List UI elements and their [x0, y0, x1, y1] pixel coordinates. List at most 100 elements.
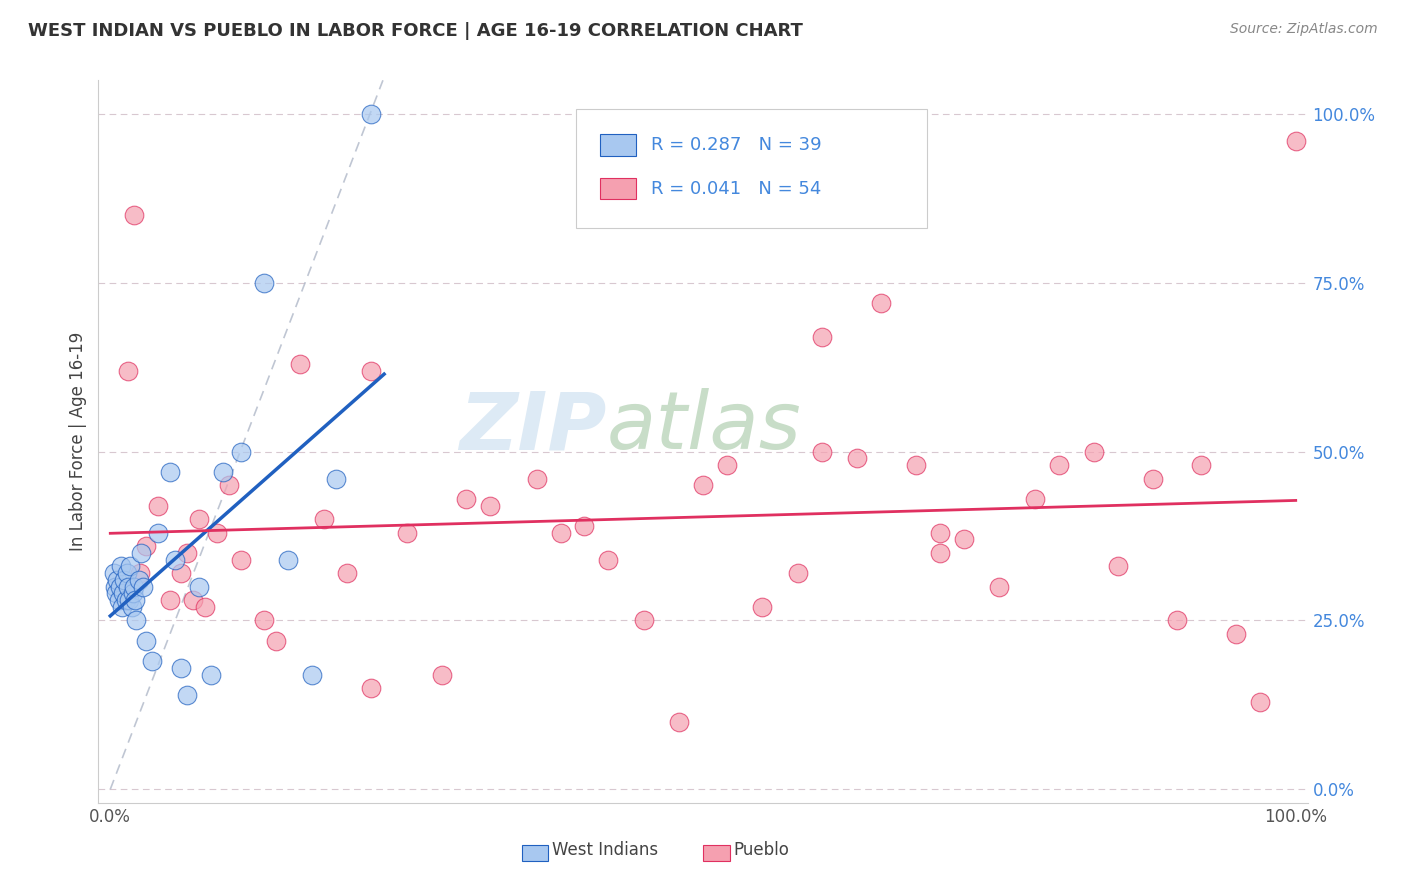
- Point: [1249, 694, 1271, 708]
- Point: [110, 559, 132, 574]
- Point: [1142, 472, 1164, 486]
- Point: [124, 593, 146, 607]
- Text: WEST INDIAN VS PUEBLO IN LABOR FORCE | AGE 16-19 CORRELATION CHART: WEST INDIAN VS PUEBLO IN LABOR FORCE | A…: [28, 22, 803, 40]
- FancyBboxPatch shape: [703, 845, 730, 861]
- Point: [253, 276, 276, 290]
- Point: [432, 667, 454, 681]
- Point: [165, 552, 187, 566]
- Point: [121, 599, 143, 614]
- Point: [200, 667, 222, 681]
- Point: [141, 654, 163, 668]
- Point: [117, 580, 139, 594]
- Point: [395, 525, 418, 540]
- Point: [988, 580, 1011, 594]
- Point: [176, 688, 198, 702]
- Point: [869, 296, 891, 310]
- Point: [1189, 458, 1212, 472]
- Point: [105, 586, 128, 600]
- Point: [633, 614, 655, 628]
- Point: [1083, 444, 1105, 458]
- Point: [526, 472, 548, 486]
- Point: [810, 444, 832, 458]
- Point: [929, 546, 952, 560]
- Point: [751, 599, 773, 614]
- Point: [360, 681, 382, 695]
- Point: [1047, 458, 1070, 472]
- Point: [810, 330, 832, 344]
- Point: [264, 633, 287, 648]
- Point: [952, 533, 974, 547]
- Point: [103, 566, 125, 581]
- Point: [550, 525, 572, 540]
- Point: [108, 580, 131, 594]
- Point: [122, 208, 145, 222]
- Point: [132, 580, 155, 594]
- Point: [118, 593, 141, 607]
- Point: [218, 478, 240, 492]
- Point: [146, 499, 169, 513]
- Point: [121, 586, 143, 600]
- Point: [170, 661, 193, 675]
- Point: [668, 714, 690, 729]
- Point: [905, 458, 928, 472]
- Text: atlas: atlas: [606, 388, 801, 467]
- Point: [107, 593, 129, 607]
- Text: Source: ZipAtlas.com: Source: ZipAtlas.com: [1230, 22, 1378, 37]
- Point: [1166, 614, 1188, 628]
- Point: [277, 552, 299, 566]
- Point: [454, 491, 477, 506]
- Point: [1024, 491, 1046, 506]
- Point: [312, 512, 335, 526]
- Point: [846, 451, 869, 466]
- Point: [111, 599, 134, 614]
- FancyBboxPatch shape: [600, 135, 637, 156]
- Point: [125, 614, 148, 628]
- Point: [105, 573, 128, 587]
- Point: [176, 546, 198, 560]
- Point: [288, 357, 311, 371]
- Point: [129, 566, 152, 581]
- Point: [170, 566, 193, 581]
- Point: [574, 519, 596, 533]
- Point: [360, 107, 382, 121]
- Point: [120, 559, 142, 574]
- Point: [692, 478, 714, 492]
- Point: [929, 525, 952, 540]
- Point: [114, 593, 136, 607]
- Y-axis label: In Labor Force | Age 16-19: In Labor Force | Age 16-19: [69, 332, 87, 551]
- Text: West Indians: West Indians: [551, 841, 658, 859]
- Point: [716, 458, 738, 472]
- Point: [181, 593, 204, 607]
- Text: Pueblo: Pueblo: [734, 841, 789, 859]
- FancyBboxPatch shape: [600, 178, 637, 200]
- Text: ZIP: ZIP: [458, 388, 606, 467]
- Point: [478, 499, 501, 513]
- Point: [205, 525, 228, 540]
- Point: [114, 573, 136, 587]
- Text: R = 0.041   N = 54: R = 0.041 N = 54: [651, 179, 821, 198]
- FancyBboxPatch shape: [576, 109, 927, 228]
- Point: [135, 633, 157, 648]
- Point: [325, 472, 347, 486]
- Point: [253, 614, 276, 628]
- Point: [229, 444, 252, 458]
- Point: [1225, 627, 1247, 641]
- Point: [129, 546, 152, 560]
- Point: [301, 667, 323, 681]
- Point: [786, 566, 808, 581]
- FancyBboxPatch shape: [522, 845, 548, 861]
- Point: [159, 465, 181, 479]
- Point: [122, 580, 145, 594]
- Point: [115, 566, 138, 581]
- Point: [598, 552, 620, 566]
- Point: [194, 599, 217, 614]
- Point: [1107, 559, 1129, 574]
- Point: [336, 566, 359, 581]
- Text: R = 0.287   N = 39: R = 0.287 N = 39: [651, 136, 821, 154]
- Point: [188, 580, 211, 594]
- Point: [1285, 134, 1308, 148]
- Point: [229, 552, 252, 566]
- Point: [146, 525, 169, 540]
- Point: [188, 512, 211, 526]
- Point: [360, 364, 382, 378]
